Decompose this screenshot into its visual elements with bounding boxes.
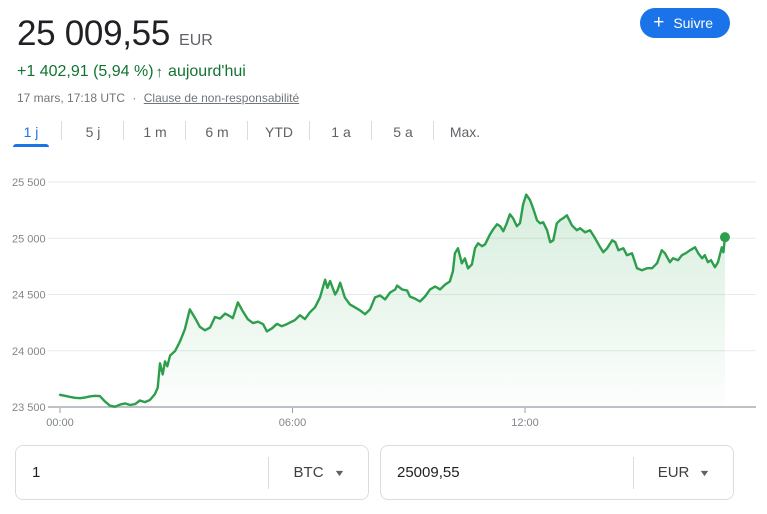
follow-button-label: Suivre (673, 15, 713, 31)
tab-label: Max. (449, 124, 481, 140)
amount-to-input[interactable] (381, 464, 633, 481)
tab-label: 5 j (85, 124, 101, 140)
up-arrow-icon: ↑ (155, 63, 164, 81)
price-chart[interactable]: 25 500 25 000 24 500 24 000 23 500 00:00 06:00… (0, 167, 767, 437)
tab-1m[interactable]: 1 m (124, 117, 186, 147)
price-currency: EUR (179, 32, 213, 49)
tab-5j[interactable]: 5 j (62, 117, 124, 147)
header: 25 009,55 EUR + Suivre +1 402,91 (5,94 %… (0, 0, 767, 105)
current-price-dot (719, 232, 730, 243)
vertical-divider (268, 456, 269, 489)
currency-from-code: BTC (293, 464, 324, 481)
x-axis-label: 06:00 (279, 417, 307, 429)
y-axis-label: 23 500 (12, 402, 46, 414)
disclaimer-link[interactable]: Clause de non-responsabilité (143, 91, 300, 105)
vertical-divider (633, 456, 634, 489)
active-tab-underline (13, 144, 49, 147)
price-value: 25 009,55 (17, 14, 171, 53)
x-axis-label: 12:00 (511, 417, 539, 429)
tab-label: 1 a (331, 124, 351, 140)
change-period: aujourd'hui (168, 63, 246, 80)
converter-from-box: BTC ▼ (15, 445, 369, 500)
currency-to-code: EUR (657, 464, 690, 481)
chevron-down-icon: ▼ (698, 467, 712, 478)
tab-label: 6 m (205, 124, 229, 140)
y-axis-label: 24 000 (12, 346, 46, 358)
y-axis-label: 25 000 (12, 233, 46, 245)
converter-to-box: EUR ▼ (380, 445, 734, 500)
tab-ytd[interactable]: YTD (248, 117, 310, 147)
plus-icon: + (653, 11, 665, 33)
chevron-down-icon: ▼ (332, 467, 346, 478)
tab-1a[interactable]: 1 a (310, 117, 372, 147)
price-change-row: +1 402,91 (5,94 %) ↑ aujourd'hui (17, 63, 767, 81)
time-range-tabs: 1 j 5 j 1 m 6 m YTD 1 a 5 a Max. (0, 117, 767, 147)
currency-to-select[interactable]: EUR ▼ (634, 464, 733, 481)
price-row: 25 009,55 EUR + Suivre (17, 8, 767, 56)
tab-1j[interactable]: 1 j (0, 117, 62, 147)
chart-area-fill (60, 194, 725, 407)
tab-6m[interactable]: 6 m (186, 117, 248, 147)
tab-5a[interactable]: 5 a (372, 117, 434, 147)
tab-label: 5 a (393, 124, 413, 140)
amount-from-input[interactable] (16, 464, 268, 481)
tab-label: 1 m (143, 124, 167, 140)
change-amount: +1 402,91 (5,94 %) (17, 63, 154, 80)
timestamp: 17 mars, 17:18 UTC (17, 91, 126, 105)
currency-from-select[interactable]: BTC ▼ (269, 464, 368, 481)
y-axis-label: 24 500 (12, 290, 46, 302)
currency-converter: BTC ▼ EUR ▼ (0, 437, 767, 500)
separator-dot: · (132, 91, 137, 105)
meta-row: 17 mars, 17:18 UTC · Clause de non-respo… (17, 91, 767, 105)
tab-label: YTD (265, 124, 293, 140)
tab-max[interactable]: Max. (434, 117, 496, 147)
tab-label: 1 j (23, 124, 39, 140)
follow-button[interactable]: + Suivre (640, 8, 730, 38)
x-axis-label: 00:00 (46, 417, 74, 429)
price-line (58, 193, 727, 408)
y-axis-label: 25 500 (12, 177, 46, 189)
